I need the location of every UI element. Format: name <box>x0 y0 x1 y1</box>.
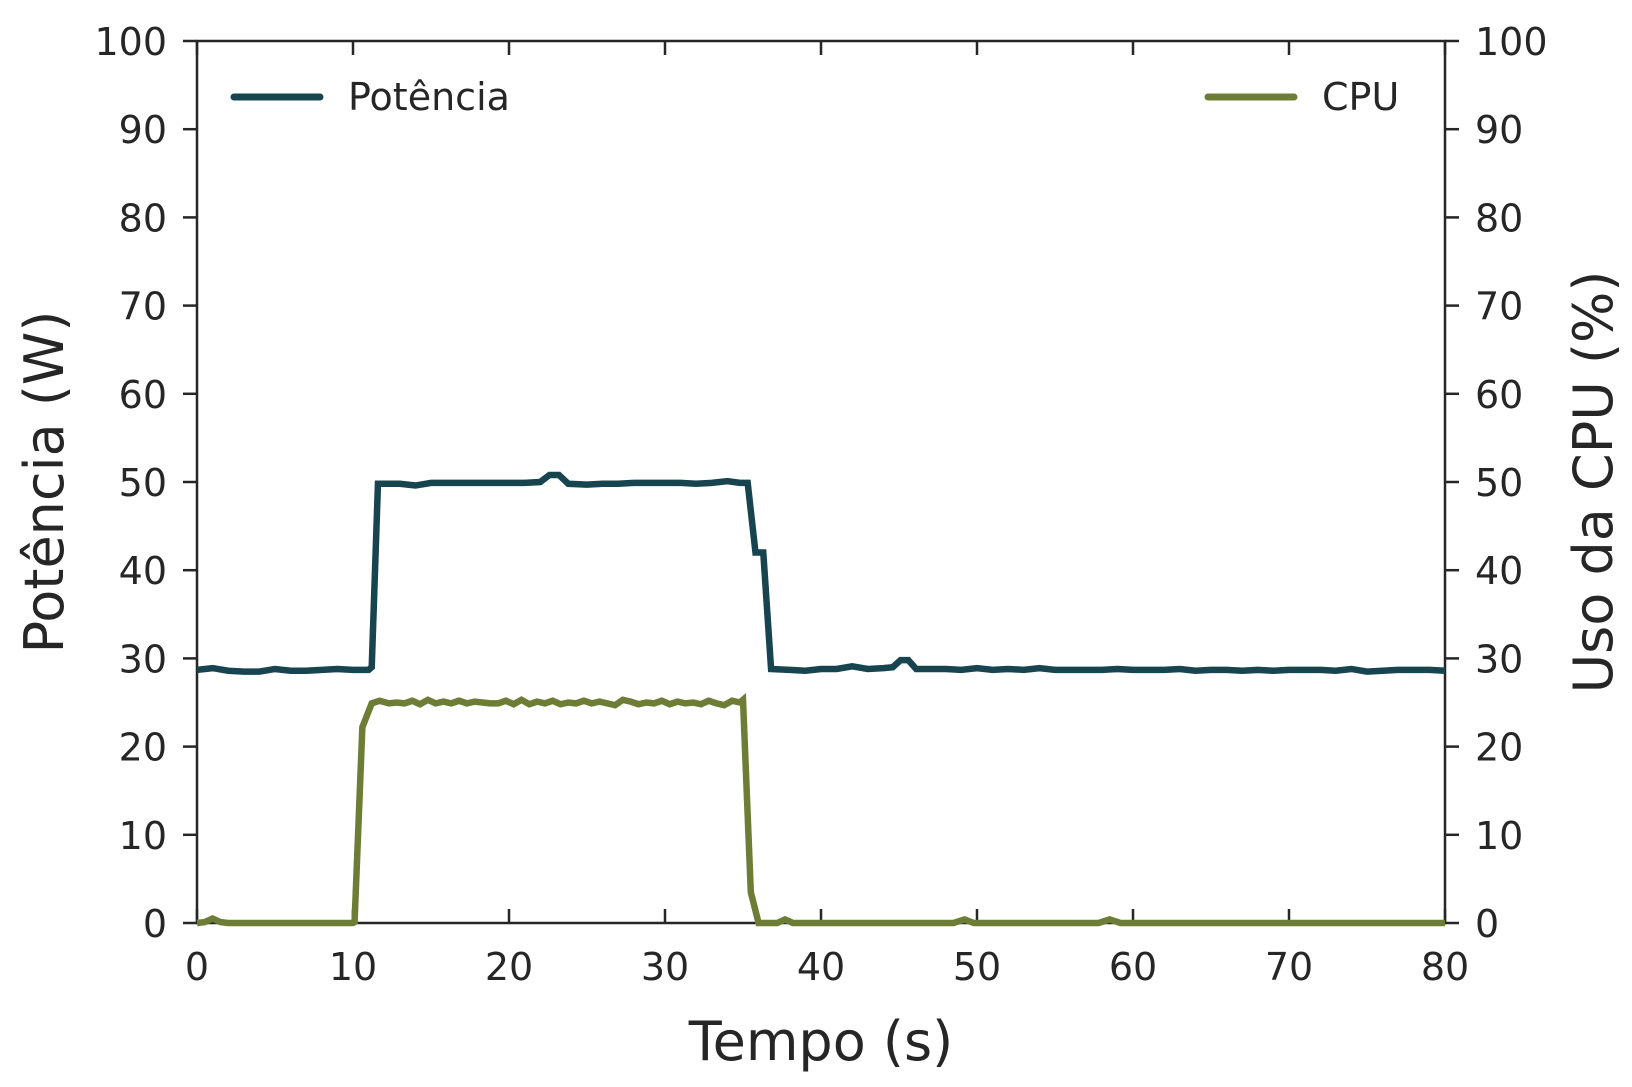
y-right-tick-label: 100 <box>1475 20 1548 64</box>
y-left-tick-label: 90 <box>119 108 167 152</box>
x-tick-label: 40 <box>797 945 845 989</box>
y-left-tick-label: 60 <box>119 373 167 417</box>
y-left-axis-title: Potência (W) <box>13 311 76 654</box>
x-axis-title: Tempo (s) <box>688 1010 953 1073</box>
x-tick-label: 20 <box>485 945 533 989</box>
y-right-axis-title: Uso da CPU (%) <box>1562 271 1625 694</box>
x-tick-label: 0 <box>185 945 209 989</box>
y-left-tick-label: 50 <box>119 461 167 505</box>
y-right-tick-label: 30 <box>1475 637 1523 681</box>
legend-label-cpu: CPU <box>1322 75 1399 119</box>
x-tick-label: 80 <box>1421 945 1469 989</box>
y-right-tick-label: 0 <box>1475 902 1499 946</box>
y-left-tick-label: 30 <box>119 637 167 681</box>
y-left-tick-label: 100 <box>94 20 167 64</box>
y-left-tick-label: 20 <box>119 726 167 770</box>
y-right-tick-label: 70 <box>1475 285 1523 329</box>
y-right-tick-label: 50 <box>1475 461 1523 505</box>
y-right-tick-label: 10 <box>1475 814 1523 858</box>
y-right-tick-label: 40 <box>1475 549 1523 593</box>
y-left-tick-label: 0 <box>143 902 167 946</box>
y-left-tick-label: 40 <box>119 549 167 593</box>
x-tick-label: 10 <box>329 945 377 989</box>
legend-label-potencia: Potência <box>348 75 510 119</box>
y-left-tick-label: 10 <box>119 814 167 858</box>
x-tick-label: 60 <box>1109 945 1157 989</box>
y-left-tick-label: 80 <box>119 196 167 240</box>
y-right-tick-label: 60 <box>1475 373 1523 417</box>
y-left-tick-label: 70 <box>119 285 167 329</box>
x-tick-label: 50 <box>953 945 1001 989</box>
x-tick-label: 70 <box>1265 945 1313 989</box>
y-right-tick-label: 90 <box>1475 108 1523 152</box>
y-right-tick-label: 20 <box>1475 726 1523 770</box>
y-right-tick-label: 80 <box>1475 196 1523 240</box>
x-tick-label: 30 <box>641 945 689 989</box>
